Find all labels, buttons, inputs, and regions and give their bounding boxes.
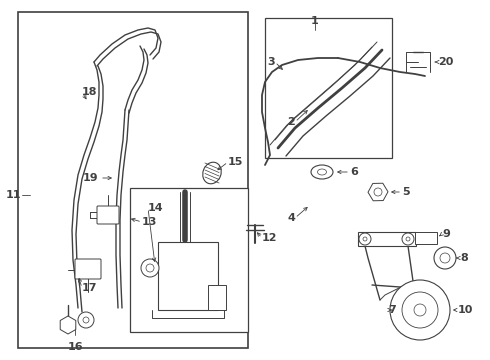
Ellipse shape	[318, 169, 326, 175]
Bar	[130, 188, 248, 332]
Text: 10: 10	[458, 305, 473, 315]
Text: 20: 20	[438, 57, 453, 67]
Text: 19: 19	[82, 173, 98, 183]
Circle shape	[414, 304, 426, 316]
Text: 1: 1	[311, 16, 319, 26]
Circle shape	[440, 253, 450, 263]
Text: 16: 16	[67, 342, 83, 352]
Bar	[358, 232, 416, 246]
Text: 8: 8	[460, 253, 468, 263]
Text: 4: 4	[287, 213, 295, 223]
Text: 12: 12	[262, 233, 277, 243]
Text: 17: 17	[82, 283, 98, 293]
Text: 5: 5	[402, 187, 410, 197]
Circle shape	[402, 233, 414, 245]
Text: 18: 18	[82, 87, 98, 97]
Circle shape	[406, 237, 410, 241]
Text: 14: 14	[148, 203, 164, 213]
Circle shape	[359, 233, 371, 245]
Bar	[208, 285, 226, 310]
Circle shape	[374, 188, 382, 196]
Text: 15: 15	[228, 157, 244, 167]
Circle shape	[83, 317, 89, 323]
Bar	[158, 242, 218, 310]
Circle shape	[390, 280, 450, 340]
Text: 9: 9	[442, 229, 450, 239]
Text: 7: 7	[388, 305, 396, 315]
Text: 13: 13	[142, 217, 157, 227]
FancyBboxPatch shape	[75, 259, 101, 279]
Bar	[265, 18, 392, 158]
Ellipse shape	[311, 165, 333, 179]
Circle shape	[146, 264, 154, 272]
Text: 3: 3	[268, 57, 275, 67]
Circle shape	[434, 247, 456, 269]
FancyBboxPatch shape	[97, 206, 119, 224]
Circle shape	[363, 237, 367, 241]
Circle shape	[78, 312, 94, 328]
Circle shape	[141, 259, 159, 277]
Text: 11: 11	[6, 190, 22, 200]
Text: 6: 6	[350, 167, 358, 177]
Text: 2: 2	[287, 117, 295, 127]
Bar	[415, 232, 437, 244]
Bar	[18, 12, 248, 348]
Circle shape	[402, 292, 438, 328]
Ellipse shape	[203, 162, 221, 184]
